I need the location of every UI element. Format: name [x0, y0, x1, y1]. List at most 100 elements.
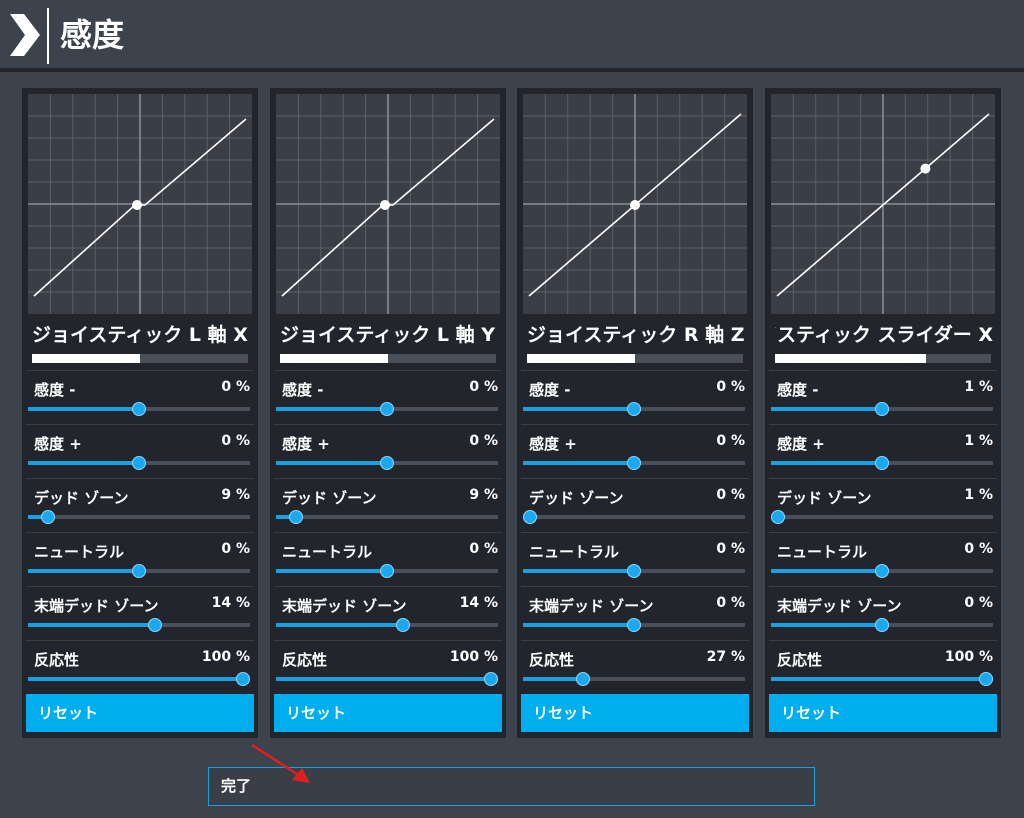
- slider-thumb[interactable]: [771, 510, 785, 524]
- page-title: 感度: [60, 16, 125, 54]
- slider-thumb[interactable]: [875, 402, 889, 416]
- setting-slider[interactable]: [523, 509, 745, 525]
- slider-fill: [523, 623, 634, 627]
- setting-slider[interactable]: [276, 509, 498, 525]
- setting-row: 感度 + 0 %: [26, 424, 254, 478]
- setting-slider[interactable]: [771, 401, 993, 417]
- setting-value: 100 %: [201, 649, 250, 665]
- slider-track[interactable]: [276, 515, 498, 519]
- setting-value: 0 %: [716, 595, 745, 611]
- slider-thumb[interactable]: [380, 456, 394, 470]
- slider-track[interactable]: [28, 515, 250, 519]
- slider-fill: [28, 569, 139, 573]
- axis-title: ジョイスティック スライダー X: [775, 324, 993, 346]
- curve-position-dot: [132, 200, 142, 210]
- setting-slider[interactable]: [28, 563, 250, 579]
- setting-slider[interactable]: [523, 455, 745, 471]
- slider-track[interactable]: [771, 515, 993, 519]
- response-curve-graph: [771, 94, 995, 314]
- setting-slider[interactable]: [771, 455, 993, 471]
- setting-slider[interactable]: [523, 563, 745, 579]
- slider-track[interactable]: [523, 515, 745, 519]
- setting-row: 反応性 27 %: [521, 640, 749, 694]
- slider-fill: [276, 461, 387, 465]
- setting-slider[interactable]: [523, 671, 745, 687]
- setting-value: 1 %: [964, 487, 993, 503]
- slider-thumb[interactable]: [627, 402, 641, 416]
- setting-value: 9 %: [221, 487, 250, 503]
- setting-slider[interactable]: [771, 671, 993, 687]
- curve-position-dot: [920, 163, 931, 174]
- slider-thumb[interactable]: [627, 618, 641, 632]
- setting-slider[interactable]: [276, 401, 498, 417]
- slider-thumb[interactable]: [979, 672, 993, 686]
- reset-button[interactable]: リセット: [274, 694, 502, 732]
- setting-row: デッド ゾーン 1 %: [769, 478, 997, 532]
- slider-thumb[interactable]: [575, 672, 590, 686]
- setting-label: 感度 +: [529, 435, 577, 453]
- slider-track[interactable]: [523, 677, 745, 681]
- axis-title: ジョイスティック L 軸 Y: [280, 324, 496, 346]
- setting-slider[interactable]: [523, 617, 745, 633]
- axis-level-fill: [32, 354, 140, 363]
- setting-value: 1 %: [964, 433, 993, 449]
- setting-row: ニュートラル 0 %: [769, 532, 997, 586]
- setting-label: 反応性: [777, 651, 823, 669]
- slider-thumb[interactable]: [523, 510, 537, 524]
- slider-fill: [28, 623, 155, 627]
- setting-label: 感度 -: [282, 381, 324, 399]
- slider-thumb[interactable]: [875, 564, 889, 578]
- axis-level-fill: [527, 354, 635, 363]
- setting-slider[interactable]: [771, 509, 993, 525]
- setting-value: 0 %: [221, 433, 250, 449]
- setting-value: 0 %: [716, 433, 745, 449]
- setting-slider[interactable]: [28, 401, 250, 417]
- slider-thumb[interactable]: [875, 456, 889, 470]
- slider-thumb[interactable]: [484, 672, 498, 686]
- setting-slider[interactable]: [276, 671, 498, 687]
- setting-row: 反応性 100 %: [274, 640, 502, 694]
- slider-thumb[interactable]: [147, 618, 162, 632]
- response-curve-graph: [28, 94, 252, 314]
- setting-slider[interactable]: [28, 617, 250, 633]
- axis-panel: ジョイスティック スライダー X 感度 - 1 % 感度 + 1 % デッド ゾーン 1 %…: [765, 88, 1001, 738]
- setting-slider[interactable]: [28, 509, 250, 525]
- slider-thumb[interactable]: [875, 618, 889, 632]
- reset-button[interactable]: リセット: [521, 694, 749, 732]
- setting-label: 感度 -: [777, 381, 819, 399]
- setting-slider[interactable]: [771, 563, 993, 579]
- response-curve-graph: [276, 94, 500, 314]
- slider-fill: [28, 515, 48, 519]
- setting-value: 100 %: [449, 649, 498, 665]
- slider-thumb[interactable]: [380, 402, 394, 416]
- setting-slider[interactable]: [28, 455, 250, 471]
- slider-thumb[interactable]: [40, 510, 55, 524]
- curve-position-dot: [380, 200, 390, 210]
- axis-level-bar: [280, 354, 496, 363]
- setting-value: 1 %: [964, 379, 993, 395]
- slider-thumb[interactable]: [288, 510, 303, 524]
- setting-slider[interactable]: [28, 671, 250, 687]
- reset-button[interactable]: リセット: [769, 694, 997, 732]
- slider-thumb[interactable]: [395, 618, 410, 632]
- slider-thumb[interactable]: [132, 402, 146, 416]
- setting-slider[interactable]: [771, 617, 993, 633]
- slider-thumb[interactable]: [236, 672, 250, 686]
- done-button[interactable]: 完了: [208, 767, 815, 806]
- setting-slider[interactable]: [523, 401, 745, 417]
- setting-slider[interactable]: [276, 617, 498, 633]
- setting-row: 反応性 100 %: [26, 640, 254, 694]
- setting-value: 0 %: [469, 541, 498, 557]
- header-bar: 感度: [0, 0, 1024, 72]
- setting-slider[interactable]: [276, 563, 498, 579]
- setting-value: 0 %: [221, 541, 250, 557]
- slider-thumb[interactable]: [132, 456, 146, 470]
- setting-slider[interactable]: [276, 455, 498, 471]
- slider-thumb[interactable]: [132, 564, 146, 578]
- slider-thumb[interactable]: [380, 564, 394, 578]
- slider-thumb[interactable]: [627, 456, 641, 470]
- setting-row: 感度 + 1 %: [769, 424, 997, 478]
- reset-button[interactable]: リセット: [26, 694, 254, 732]
- slider-thumb[interactable]: [627, 564, 641, 578]
- slider-fill: [276, 515, 296, 519]
